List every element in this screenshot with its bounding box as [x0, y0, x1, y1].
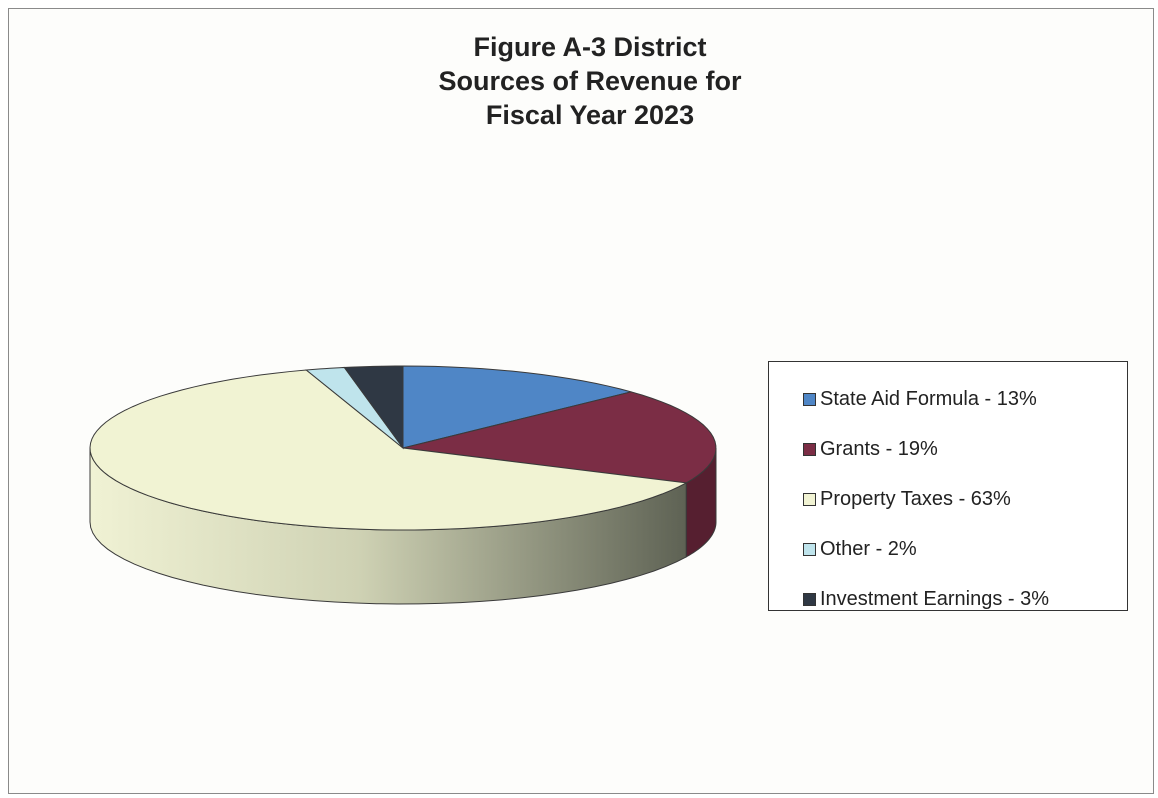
- legend-label: Other - 2%: [820, 537, 917, 560]
- pie-slice: [402, 391, 717, 484]
- legend-label: Investment Earnings - 3%: [820, 587, 1049, 610]
- chart-title-line-2: Sources of Revenue for: [438, 66, 742, 96]
- pie-slice: [89, 369, 688, 531]
- chart-title-line-3: Fiscal Year 2023: [485, 100, 695, 130]
- legend-swatch: [803, 542, 816, 556]
- legend-swatch: [803, 592, 816, 606]
- pie-slice: [343, 365, 404, 450]
- chart-title-line-1: Figure A-3 District: [473, 32, 707, 62]
- legend-label: Grants - 19%: [820, 437, 938, 460]
- legend-item-property-taxes: Property Taxes - 63%: [769, 474, 1127, 524]
- legend-swatch: [803, 492, 816, 506]
- legend-swatch: [803, 392, 816, 406]
- chart-title: Figure A-3 District Sources of Revenue f…: [0, 30, 1158, 132]
- legend-item-grants: Grants - 19%: [769, 424, 1127, 474]
- legend-label: State Aid Formula - 13%: [820, 387, 1037, 410]
- legend-item-state-aid: State Aid Formula - 13%: [769, 374, 1127, 424]
- pie-slice: [402, 365, 632, 449]
- legend: State Aid Formula - 13% Grants - 19% Pro…: [768, 361, 1128, 611]
- pie-slice: [304, 366, 404, 449]
- legend-item-investment-earnings: Investment Earnings - 3%: [769, 574, 1127, 624]
- legend-item-other: Other - 2%: [769, 524, 1127, 574]
- legend-label: Property Taxes - 63%: [820, 487, 1011, 510]
- legend-swatch: [803, 442, 816, 456]
